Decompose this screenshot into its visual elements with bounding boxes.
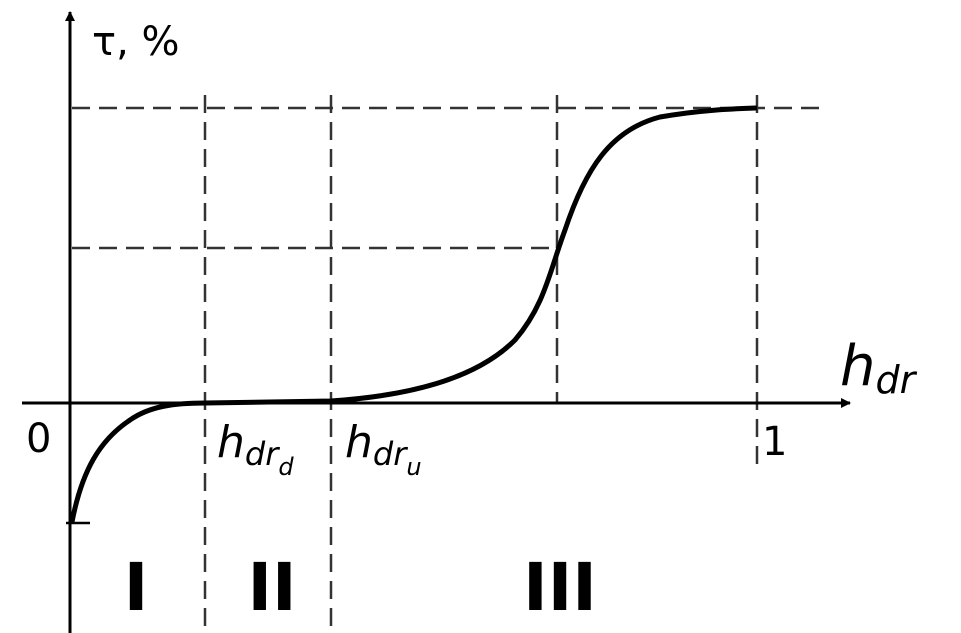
region-1-label: I <box>124 549 149 626</box>
region-3-label: III <box>523 549 597 626</box>
guide-lines <box>72 95 822 633</box>
origin-label: 0 <box>26 416 51 462</box>
y-axis-label: τ, % <box>92 19 180 65</box>
h-down-label: hdrd <box>217 417 294 481</box>
h-up-label: hdru <box>345 417 422 481</box>
region-2-label: II <box>247 549 296 626</box>
x-axis-label: hdr <box>840 334 918 402</box>
x-end-label: 1 <box>762 419 787 465</box>
curve <box>69 105 758 523</box>
